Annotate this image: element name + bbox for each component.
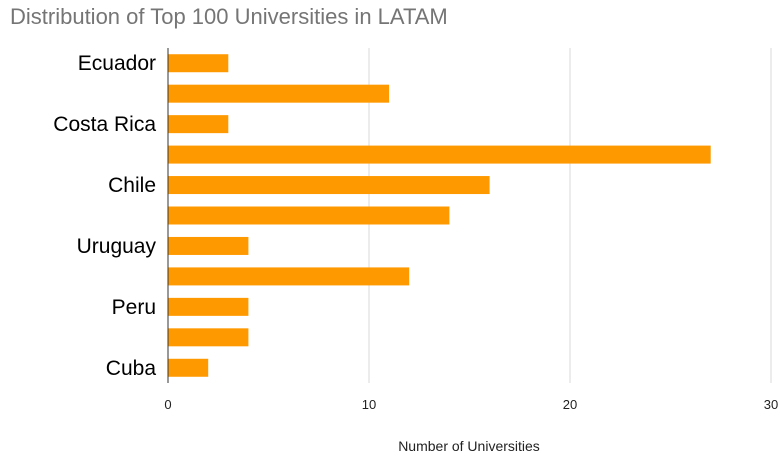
bar bbox=[168, 358, 209, 377]
category-label: Cuba bbox=[106, 357, 157, 380]
bar bbox=[168, 54, 229, 73]
bar bbox=[168, 328, 249, 347]
x-tick-label: 20 bbox=[563, 397, 577, 412]
bar bbox=[168, 267, 410, 286]
category-labels: Ecuador Costa Rica Chile Uruguay Peru Cuba bbox=[53, 52, 156, 380]
category-label: Uruguay bbox=[77, 235, 157, 258]
bar bbox=[168, 176, 490, 195]
bar bbox=[168, 145, 711, 164]
chart-title: Distribution of Top 100 Universities in … bbox=[10, 4, 448, 29]
x-tick-label: 0 bbox=[164, 397, 171, 412]
x-tick-labels: 0 10 20 30 bbox=[164, 397, 778, 412]
category-label: Ecuador bbox=[78, 52, 156, 75]
category-label: Chile bbox=[108, 174, 156, 197]
x-tick-label: 30 bbox=[764, 397, 778, 412]
bar bbox=[168, 297, 249, 316]
bar bbox=[168, 236, 249, 255]
bars bbox=[168, 54, 711, 377]
bar bbox=[168, 115, 229, 134]
category-label: Peru bbox=[112, 296, 156, 319]
x-axis-title: Number of Universities bbox=[398, 438, 540, 454]
x-tick-label: 10 bbox=[362, 397, 376, 412]
category-label: Costa Rica bbox=[53, 113, 156, 136]
bar bbox=[168, 206, 450, 225]
bar bbox=[168, 84, 390, 103]
